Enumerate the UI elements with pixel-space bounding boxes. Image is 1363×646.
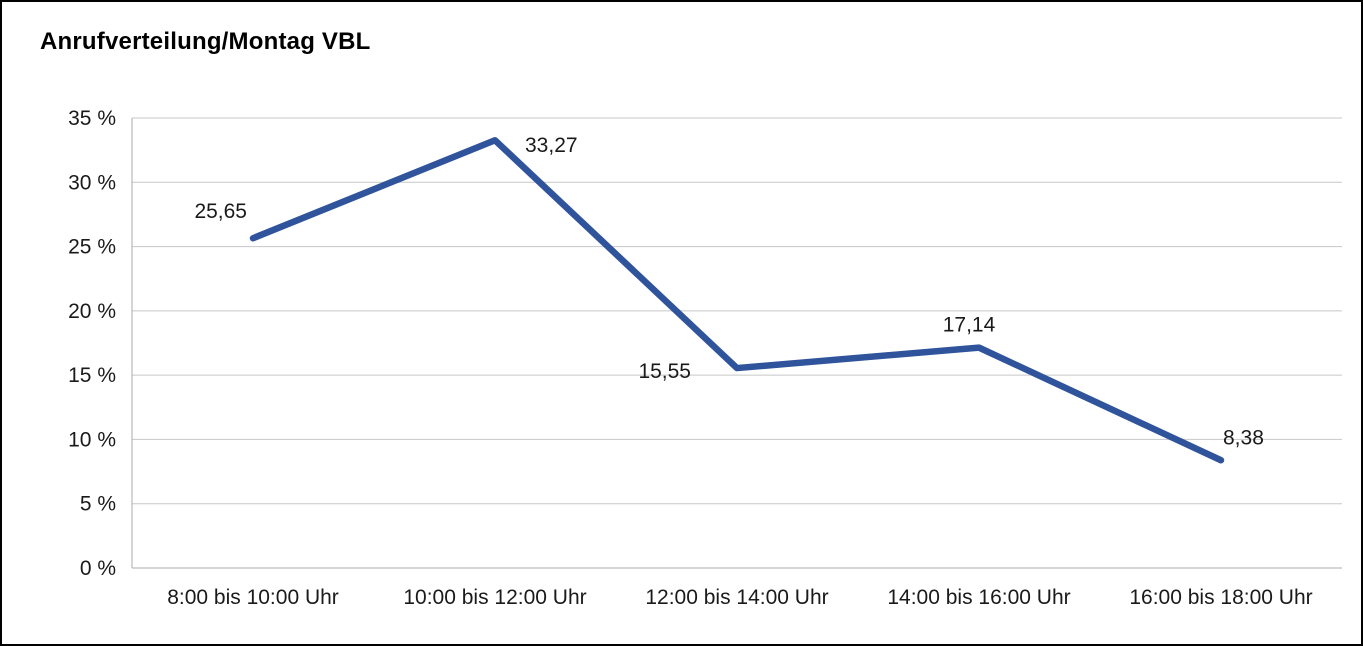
x-axis-tick-label: 14:00 bis 16:00 Uhr bbox=[887, 586, 1070, 609]
x-axis-tick-label: 8:00 bis 10:00 Uhr bbox=[167, 586, 339, 609]
data-series-line bbox=[249, 136, 1225, 464]
chart-title: Anrufverteilung/Montag VBL bbox=[40, 28, 371, 55]
y-axis-tick-label: 15 % bbox=[68, 364, 116, 387]
data-point-label: 33,27 bbox=[525, 134, 578, 157]
x-axis-tick-label: 16:00 bis 18:00 Uhr bbox=[1129, 586, 1312, 609]
y-axis-tick-label: 35 % bbox=[68, 107, 116, 130]
data-point-label: 8,38 bbox=[1223, 426, 1264, 449]
y-axis-tick-label: 25 % bbox=[68, 236, 116, 259]
y-axis-tick-label: 10 % bbox=[68, 428, 116, 451]
x-axis-tick-label: 10:00 bis 12:00 Uhr bbox=[403, 586, 586, 609]
y-axis-tick-label: 20 % bbox=[68, 300, 116, 323]
y-axis-tick-label: 0 % bbox=[80, 557, 116, 580]
y-axis-tick-label: 5 % bbox=[80, 493, 116, 516]
data-point-label: 17,14 bbox=[943, 314, 996, 337]
data-point-label: 25,65 bbox=[194, 200, 247, 223]
y-axis-tick-label: 30 % bbox=[68, 171, 116, 194]
data-point-label: 15,55 bbox=[638, 360, 691, 383]
x-axis-tick-label: 12:00 bis 14:00 Uhr bbox=[645, 586, 828, 609]
